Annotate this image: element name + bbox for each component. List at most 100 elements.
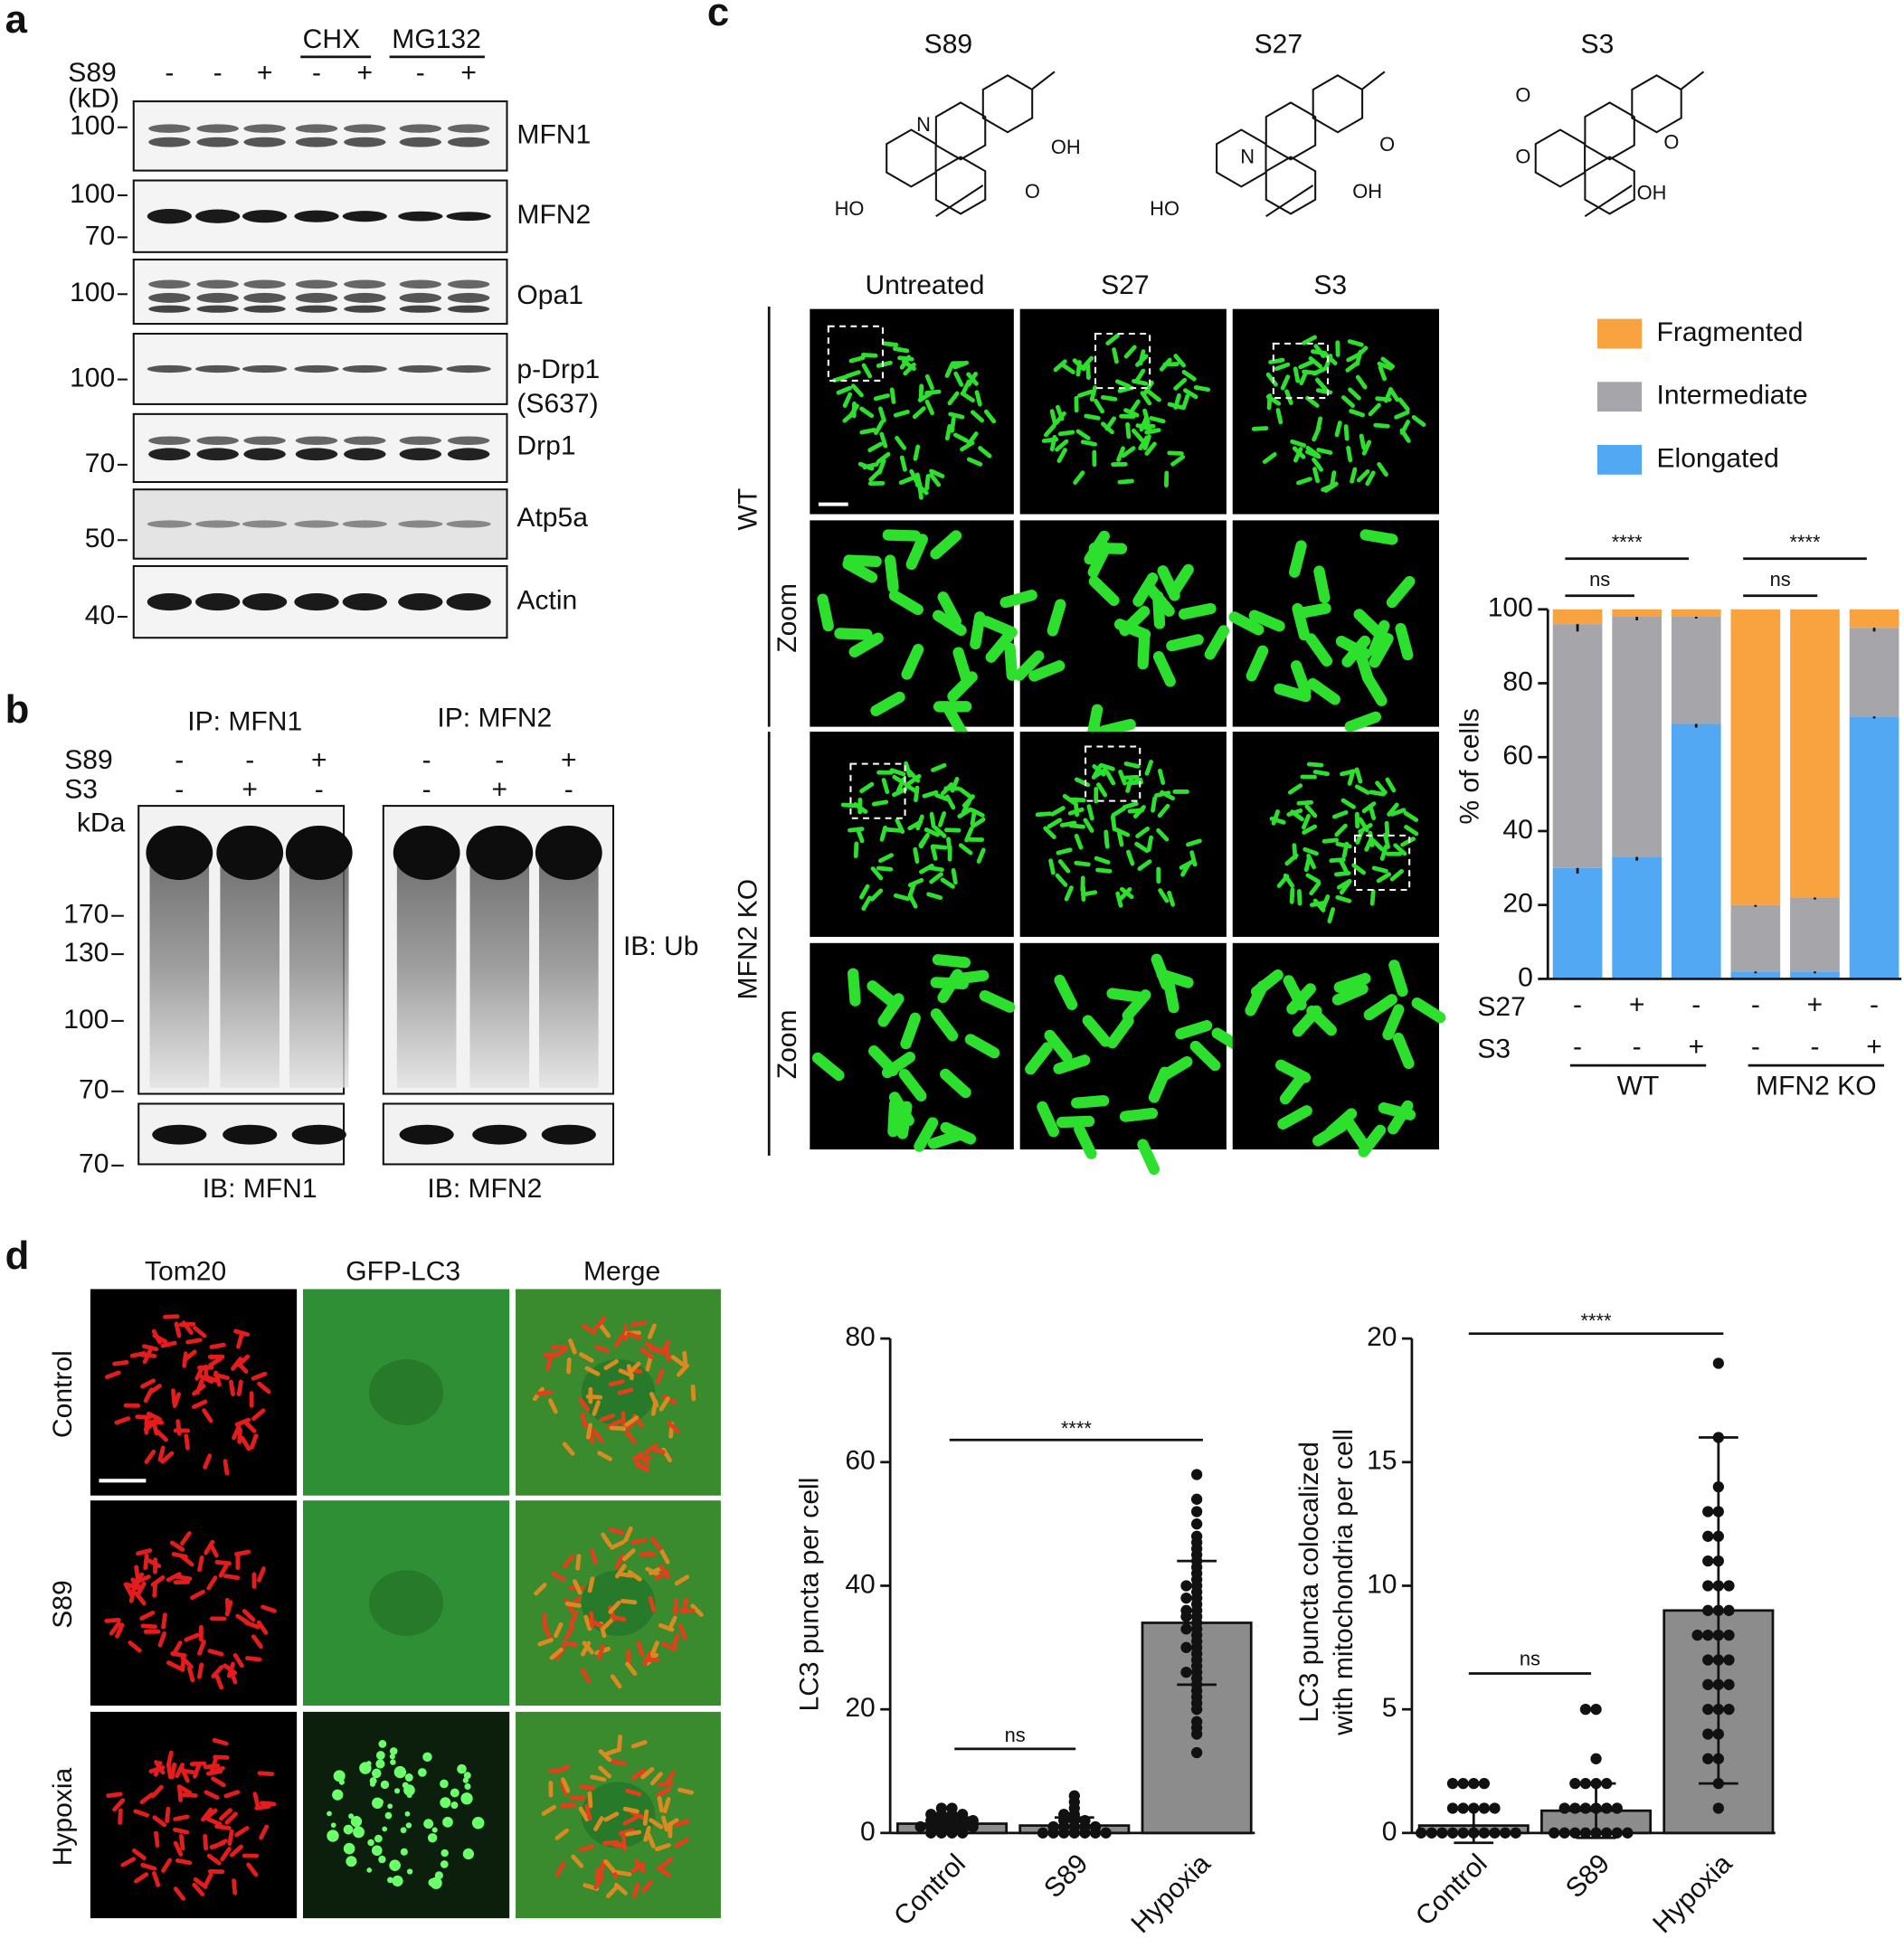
mito-fragment bbox=[929, 472, 942, 487]
y-tick-label: 60 bbox=[845, 1446, 875, 1476]
mito-fragment bbox=[1204, 625, 1230, 660]
mito-fragment bbox=[876, 865, 894, 872]
mito-fragment bbox=[180, 1531, 192, 1546]
sign: - bbox=[564, 775, 573, 805]
mito-fragment bbox=[1056, 847, 1073, 856]
mito-fragment bbox=[173, 1840, 184, 1857]
mito-fragment bbox=[1327, 907, 1336, 924]
mito-fragment bbox=[104, 1370, 121, 1380]
mito-fragment bbox=[648, 1346, 665, 1355]
mito-fragment bbox=[832, 374, 849, 383]
mito-fragment bbox=[929, 872, 943, 884]
mito-fragment bbox=[1193, 385, 1211, 392]
mito-fragment bbox=[1358, 1124, 1387, 1158]
mito-fragment bbox=[1313, 565, 1331, 604]
mito-fragment bbox=[858, 884, 870, 900]
data-point bbox=[1702, 1654, 1714, 1666]
mito-fragment bbox=[1083, 818, 1094, 833]
micrograph bbox=[810, 732, 1014, 937]
data-point bbox=[1691, 1630, 1703, 1641]
mito-fragment bbox=[879, 431, 888, 449]
compound-name: S89 bbox=[924, 30, 972, 60]
mito-fragment bbox=[134, 1872, 149, 1884]
mito-fragment bbox=[1286, 983, 1316, 1015]
band bbox=[295, 448, 338, 461]
mito-fragment bbox=[1308, 356, 1322, 369]
mito-fragment bbox=[1290, 660, 1312, 697]
mito-fragment bbox=[1166, 634, 1204, 652]
band bbox=[147, 208, 192, 224]
mito-fragment bbox=[1331, 983, 1369, 1006]
lc3-punctum bbox=[366, 1867, 373, 1873]
ib-label: IB: MFN1 bbox=[203, 1174, 317, 1204]
bar-segment bbox=[1671, 616, 1721, 724]
mito-fragment bbox=[950, 416, 956, 433]
mito-fragment bbox=[227, 1829, 234, 1846]
band bbox=[342, 520, 387, 528]
mito-fragment bbox=[937, 591, 961, 627]
sign: - bbox=[315, 775, 324, 805]
mito-fragment bbox=[1094, 398, 1105, 414]
mito-fragment bbox=[597, 1451, 612, 1461]
row-label: MFN2 KO bbox=[733, 879, 763, 1000]
mw-marker: 70 bbox=[85, 449, 115, 478]
mito-fragment bbox=[618, 1828, 635, 1836]
band bbox=[447, 436, 490, 446]
mito-fragment bbox=[613, 1882, 628, 1895]
lc3-punctum bbox=[372, 1768, 382, 1779]
mito-fragment bbox=[545, 1355, 554, 1372]
sign: - bbox=[312, 58, 321, 88]
data-point bbox=[1723, 1604, 1735, 1616]
mito-fragment bbox=[898, 476, 915, 485]
mito-fragment bbox=[1301, 813, 1311, 830]
mito-fragment bbox=[1289, 887, 1295, 904]
mito-fragment bbox=[584, 1804, 592, 1821]
mito-fragment bbox=[1071, 1094, 1110, 1109]
mito-fragment bbox=[608, 1600, 621, 1614]
mito-fragment bbox=[172, 1827, 190, 1835]
lc3-punctum bbox=[371, 1845, 383, 1857]
mito-fragment bbox=[578, 1397, 591, 1412]
mito-fragment bbox=[1049, 434, 1057, 452]
band bbox=[148, 279, 191, 289]
mito-fragment bbox=[1293, 447, 1303, 463]
band bbox=[294, 364, 339, 373]
mito-fragment bbox=[953, 371, 964, 387]
significance-label: **** bbox=[1612, 531, 1644, 553]
mito-fragment bbox=[146, 1411, 162, 1422]
mito-fragment bbox=[1265, 372, 1278, 387]
band bbox=[295, 279, 338, 289]
mito-fragment bbox=[645, 1355, 653, 1372]
mito-fragment bbox=[1028, 660, 1066, 682]
mito-fragment bbox=[180, 1655, 194, 1669]
lc3-punctum bbox=[428, 1877, 437, 1887]
mito-fragment bbox=[974, 390, 982, 407]
bar-segment bbox=[1790, 971, 1840, 979]
mito-fragment bbox=[642, 1809, 649, 1826]
mito-fragment bbox=[914, 472, 923, 489]
mito-fragment bbox=[1377, 461, 1388, 477]
atom-label: OH bbox=[1051, 136, 1081, 158]
mito-fragment bbox=[1302, 335, 1317, 345]
mito-fragment bbox=[580, 1412, 588, 1430]
bar-segment bbox=[1552, 624, 1603, 868]
mito-fragment bbox=[1358, 817, 1369, 833]
mito-fragment bbox=[1134, 841, 1150, 854]
mito-fragment bbox=[118, 1808, 123, 1825]
band bbox=[242, 210, 288, 223]
mito-fragment bbox=[1262, 452, 1277, 464]
panel-label: a bbox=[5, 0, 28, 42]
lc3-punctum bbox=[353, 1826, 365, 1839]
data-point bbox=[1180, 1623, 1192, 1635]
sign: - bbox=[422, 775, 431, 805]
band bbox=[344, 292, 386, 303]
mw-marker: 50 bbox=[85, 524, 115, 553]
mito-fragment bbox=[944, 423, 952, 441]
ring-bond bbox=[1631, 74, 1682, 134]
mito-fragment bbox=[1126, 777, 1143, 787]
lc3-punctum bbox=[378, 1855, 386, 1864]
mito-fragment bbox=[1173, 392, 1181, 410]
mito-fragment bbox=[682, 1350, 688, 1368]
mito-fragment bbox=[649, 1772, 663, 1786]
mito-fragment bbox=[671, 1633, 679, 1650]
